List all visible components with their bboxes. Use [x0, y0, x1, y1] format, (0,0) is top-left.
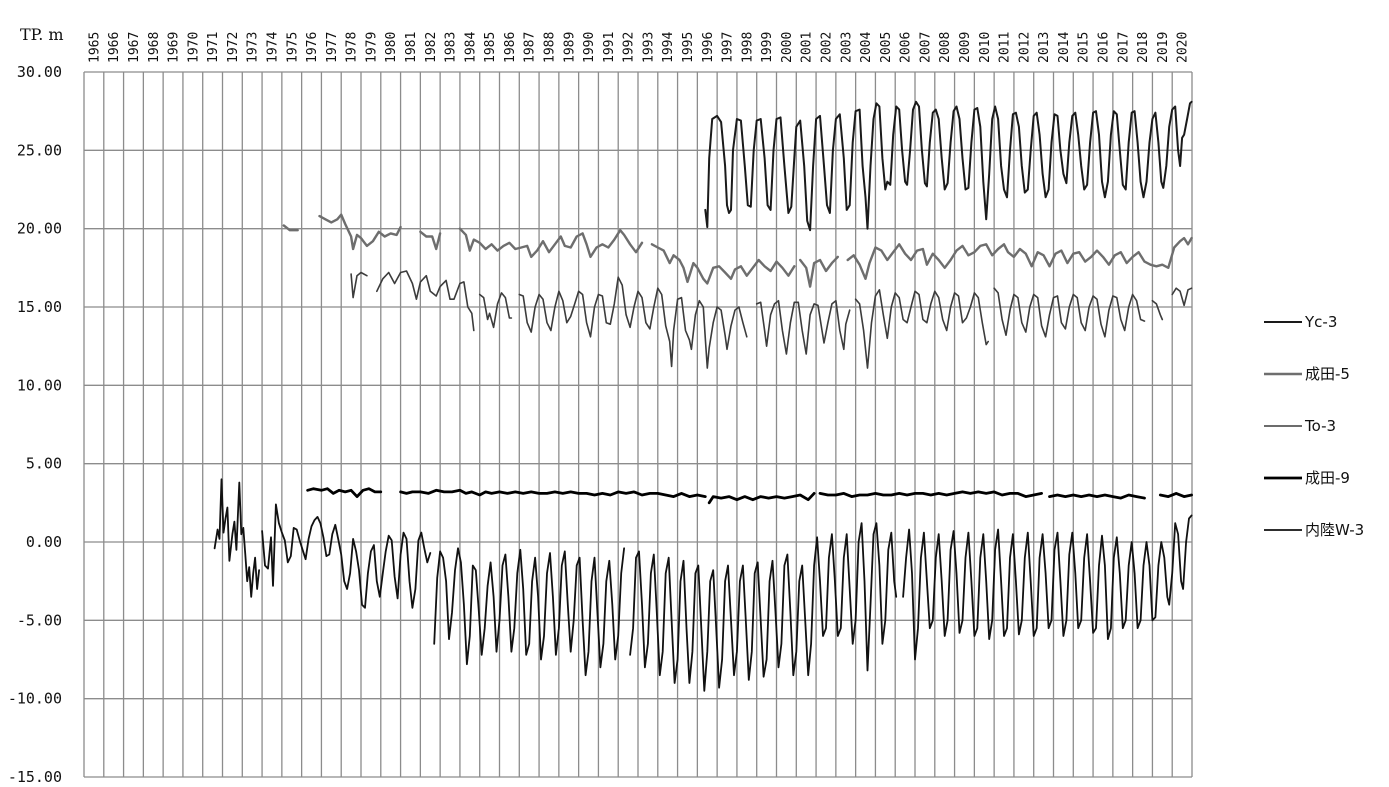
x-tick-label: 1969: [167, 32, 182, 63]
x-tick-label: 1974: [265, 32, 280, 63]
x-tick-label: 1971: [206, 32, 221, 63]
x-tick-label: 1977: [325, 32, 340, 63]
x-tick-label: 1999: [760, 32, 775, 63]
x-tick-labels: 1965 1966 1967 1968 1969 1970 1971 1972 1973 1974…: [87, 32, 1190, 63]
plot-lines: [213, 100, 1193, 692]
x-tick-label: 2016: [1096, 32, 1111, 63]
x-tick-label: 1973: [246, 32, 261, 63]
x-tick-label: 1988: [542, 32, 557, 63]
y-axis-unit-label: TP. m: [20, 25, 64, 44]
x-tick-label: 1968: [147, 32, 162, 63]
x-tick-label: 1985: [483, 32, 498, 63]
x-tick-label: 1982: [424, 32, 439, 63]
x-tick-label: 1980: [384, 32, 399, 63]
series-line-成田-9: [306, 487, 1193, 505]
x-tick-label: 2008: [938, 32, 953, 63]
y-tick-label: -10.00: [8, 690, 62, 708]
legend-label: 成田-5: [1305, 365, 1350, 383]
y-tick-label: 5.00: [26, 455, 62, 473]
x-tick-label: 1976: [305, 32, 320, 63]
x-tick-label: 2002: [819, 32, 834, 63]
legend-label: 成田-9: [1305, 469, 1350, 487]
x-tick-label: 2003: [839, 32, 854, 63]
x-tick-label: 1995: [681, 32, 696, 63]
x-tick-label: 1967: [127, 32, 142, 63]
legend-label: 内陸W-3: [1305, 521, 1364, 539]
x-tick-label: 2017: [1116, 32, 1131, 63]
x-tick-label: 2013: [1037, 32, 1052, 63]
x-tick-label: 1992: [622, 32, 637, 63]
x-tick-label: 1978: [345, 32, 360, 63]
x-tick-label: 1989: [562, 32, 577, 63]
y-tick-label: 25.00: [17, 141, 62, 159]
y-tick-label: 10.00: [17, 376, 62, 394]
y-tick-label: -15.00: [8, 768, 62, 786]
x-tick-label: 2020: [1176, 32, 1191, 63]
legend-label: Yc-3: [1304, 313, 1337, 331]
x-tick-label: 2000: [780, 32, 795, 63]
y-tick-label: 30.00: [17, 63, 62, 81]
x-tick-label: 1979: [364, 32, 379, 63]
x-tick-label: 1970: [186, 32, 201, 63]
y-tick-labels: 30.00 25.00 20.00 15.00 10.00 5.00 0.00 -5.00 -1…: [8, 63, 62, 786]
x-tick-label: 2019: [1156, 32, 1171, 63]
x-tick-label: 1991: [602, 32, 617, 63]
x-tick-label: 2011: [998, 32, 1013, 63]
x-tick-label: 2001: [800, 32, 815, 63]
x-tick-label: 1997: [721, 32, 736, 63]
x-tick-label: 1965: [87, 32, 102, 63]
y-tick-label: 20.00: [17, 220, 62, 238]
x-tick-label: 1990: [582, 32, 597, 63]
x-tick-label: 2004: [859, 32, 874, 63]
series-line-成田-5: [282, 213, 1193, 288]
x-tick-label: 1998: [740, 32, 755, 63]
x-tick-label: 1994: [661, 32, 676, 63]
x-tick-label: 1966: [107, 32, 122, 63]
y-tick-label: 0.00: [26, 533, 62, 551]
x-tick-label: 2009: [958, 32, 973, 63]
x-tick-label: 1993: [641, 32, 656, 63]
x-tick-label: 2018: [1136, 32, 1151, 63]
x-tick-label: 1981: [404, 32, 419, 63]
series-line-内陸W-3: [213, 478, 1193, 692]
x-tick-label: 2015: [1077, 32, 1092, 63]
series-line-To-3: [350, 270, 1193, 369]
series-line-Yc-3: [704, 100, 1193, 232]
legend: Yc-3 成田-5 To-3 成田-9 内陸W-3: [1264, 313, 1364, 539]
x-tick-label: 1972: [226, 32, 241, 63]
legend-label: To-3: [1304, 417, 1336, 435]
grid-lines: [83, 71, 1193, 778]
x-tick-label: 2006: [899, 32, 914, 63]
x-tick-label: 2014: [1057, 32, 1072, 63]
x-tick-label: 1987: [523, 32, 538, 63]
y-tick-label: -5.00: [17, 611, 62, 629]
x-tick-label: 1984: [463, 32, 478, 63]
x-tick-label: 2007: [918, 32, 933, 63]
x-tick-label: 2005: [879, 32, 894, 63]
x-tick-label: 2010: [978, 32, 993, 63]
x-tick-label: 2012: [1017, 32, 1032, 63]
x-tick-label: 1986: [503, 32, 518, 63]
x-tick-label: 1996: [701, 32, 716, 63]
x-tick-label: 1975: [285, 32, 300, 63]
x-tick-label: 1983: [444, 32, 459, 63]
y-tick-label: 15.00: [17, 298, 62, 316]
